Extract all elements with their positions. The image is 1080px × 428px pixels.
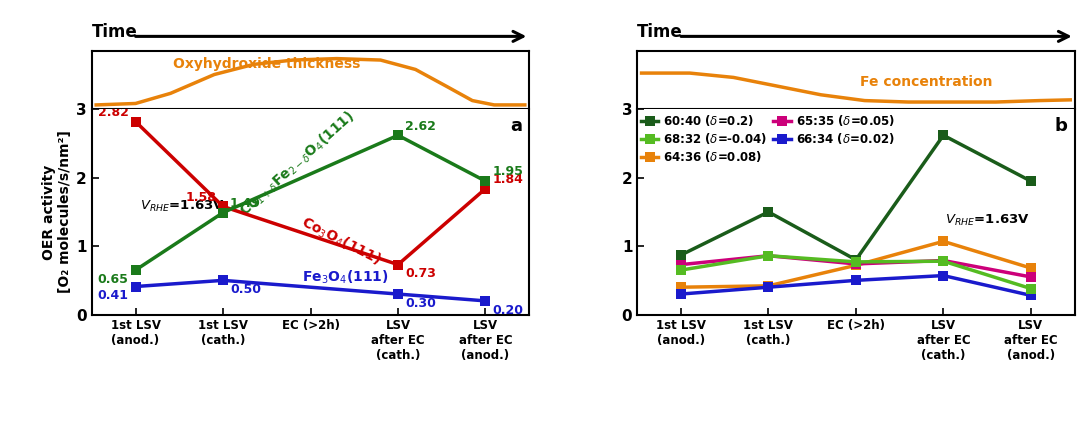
Text: Oxyhydroxide thickness: Oxyhydroxide thickness bbox=[173, 57, 361, 71]
Text: Fe concentration: Fe concentration bbox=[860, 75, 993, 89]
Text: Fe$_{3}$O$_{4}$(111): Fe$_{3}$O$_{4}$(111) bbox=[302, 269, 389, 286]
Legend: 60:40 ($\delta$=0.2), 68:32 ($\delta$=-0.04), 64:36 ($\delta$=0.08), 65:35 ($\de: 60:40 ($\delta$=0.2), 68:32 ($\delta$=-0… bbox=[639, 112, 896, 165]
Text: Time: Time bbox=[637, 23, 683, 41]
Text: a: a bbox=[510, 117, 523, 136]
Text: 0.41: 0.41 bbox=[97, 289, 129, 302]
Text: Time: Time bbox=[92, 23, 137, 41]
Text: 1.84: 1.84 bbox=[492, 173, 524, 186]
Text: 0.20: 0.20 bbox=[492, 303, 524, 317]
Text: $V_{RHE}$=1.63V: $V_{RHE}$=1.63V bbox=[945, 213, 1029, 228]
Text: b: b bbox=[1055, 117, 1068, 136]
Text: 2.62: 2.62 bbox=[405, 119, 436, 133]
Text: 2.82: 2.82 bbox=[97, 106, 129, 119]
Text: Co$_{1+\delta}$Fe$_{2-\delta}$O$_{4}$(111): Co$_{1+\delta}$Fe$_{2-\delta}$O$_{4}$(11… bbox=[237, 108, 359, 220]
Text: $V_{RHE}$=1.63V: $V_{RHE}$=1.63V bbox=[140, 199, 225, 214]
Text: 1.58: 1.58 bbox=[185, 191, 216, 204]
Text: 0.50: 0.50 bbox=[230, 283, 261, 296]
Text: 0.65: 0.65 bbox=[97, 273, 129, 286]
Text: 1.49: 1.49 bbox=[230, 197, 261, 210]
Text: 0.30: 0.30 bbox=[405, 297, 436, 310]
Y-axis label: OER activity
[O₂ molecules/s/nm²]: OER activity [O₂ molecules/s/nm²] bbox=[42, 131, 72, 293]
Text: 0.73: 0.73 bbox=[405, 268, 436, 280]
Text: 1.95: 1.95 bbox=[492, 165, 524, 178]
Text: Co$_{3}$O$_{4}$(111): Co$_{3}$O$_{4}$(111) bbox=[298, 213, 384, 268]
